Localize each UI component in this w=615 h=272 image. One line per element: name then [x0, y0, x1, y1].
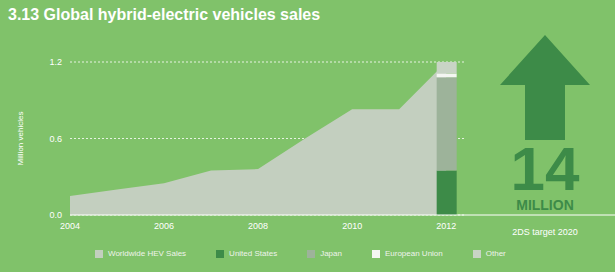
- html-text:3.13 Global hybrid-electric ve: 3.13 Global hybrid-electric vehicles sal…: [8, 6, 321, 23]
- svg-text:2012: 2012: [436, 221, 456, 231]
- svg-text:0.6: 0.6: [49, 134, 62, 144]
- html-text:European Union: European Union: [384, 249, 443, 258]
- svg-text:1.2: 1.2: [49, 57, 62, 67]
- html-text:Other: Other: [485, 249, 506, 258]
- svg-text:2008: 2008: [248, 221, 268, 231]
- html-text:United States: United States: [229, 249, 278, 258]
- svg-text:2DS target 2020: 2DS target 2020: [512, 227, 578, 237]
- svg-text:2010: 2010: [342, 221, 362, 231]
- svg-text:MILLION: MILLION: [516, 197, 574, 213]
- html-text:Worldwide HEV Sales: Worldwide HEV Sales: [108, 249, 187, 258]
- svg-text:2004: 2004: [60, 221, 80, 231]
- svg-text:2006: 2006: [154, 221, 174, 231]
- svg-text:Million vehicles: Million vehicles: [16, 112, 25, 166]
- html-text:Japan: Japan: [320, 249, 342, 258]
- svg-text:0.0: 0.0: [49, 210, 62, 220]
- svg-text:14: 14: [511, 134, 580, 203]
